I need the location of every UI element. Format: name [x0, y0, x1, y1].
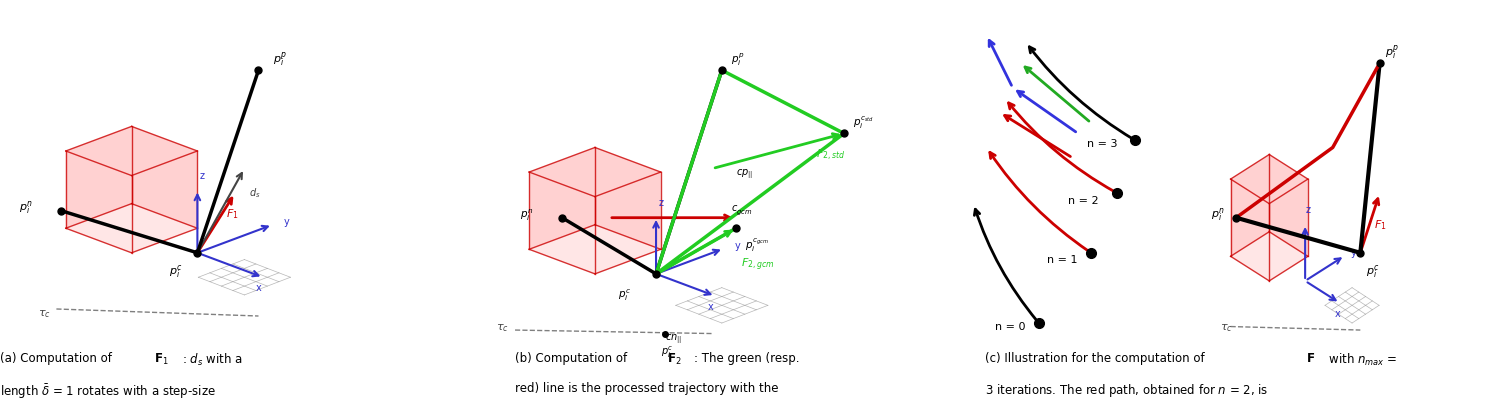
Text: $p_i^n$: $p_i^n$ [1212, 207, 1225, 223]
Text: $p_i^c$: $p_i^c$ [169, 263, 184, 280]
Text: n = 3: n = 3 [1086, 140, 1118, 150]
Text: $cp_{||}$: $cp_{||}$ [736, 168, 753, 182]
Text: y: y [1350, 248, 1356, 258]
Text: : $d_s$ with a: : $d_s$ with a [182, 352, 242, 367]
Polygon shape [66, 126, 197, 176]
Text: $F_{2,gcm}$: $F_{2,gcm}$ [740, 256, 774, 273]
Text: $\tau_c$: $\tau_c$ [497, 322, 509, 334]
Text: n = 1: n = 1 [1047, 255, 1077, 265]
Text: $\mathbf{F}$: $\mathbf{F}$ [1306, 352, 1314, 365]
Polygon shape [530, 148, 595, 249]
Text: x: x [707, 302, 713, 312]
Text: $cn_{||}$: $cn_{||}$ [665, 333, 683, 346]
Text: (c) Illustration for the computation of: (c) Illustration for the computation of [985, 352, 1209, 365]
Text: $\tau_c$: $\tau_c$ [37, 308, 51, 320]
Text: red) line is the processed trajectory with the: red) line is the processed trajectory wi… [515, 382, 779, 395]
Text: z: z [200, 171, 204, 181]
Text: $F_1$: $F_1$ [225, 208, 239, 221]
Polygon shape [1270, 154, 1308, 256]
Text: $p_i^c$: $p_i^c$ [661, 344, 673, 359]
Polygon shape [1270, 179, 1308, 281]
Text: n = 2: n = 2 [1068, 196, 1098, 205]
Polygon shape [66, 126, 131, 228]
Polygon shape [131, 126, 197, 228]
Polygon shape [1231, 179, 1270, 281]
Text: $p_i^n$: $p_i^n$ [19, 200, 33, 217]
Text: : The green (resp.: : The green (resp. [694, 352, 800, 365]
Text: $p_i^p$: $p_i^p$ [273, 51, 286, 69]
Text: $\mathbf{F}_1$: $\mathbf{F}_1$ [154, 352, 169, 367]
Text: (a) Computation of: (a) Computation of [0, 352, 115, 365]
Text: $c_{gcm}^{}$: $c_{gcm}^{}$ [731, 203, 753, 217]
Text: z: z [658, 198, 664, 208]
Text: $p_i^c$: $p_i^c$ [618, 288, 631, 304]
Polygon shape [131, 151, 197, 253]
Text: $p_i^{c_{std}}$: $p_i^{c_{std}}$ [853, 115, 874, 131]
Polygon shape [530, 148, 661, 197]
Text: x: x [1334, 309, 1340, 319]
Text: $p_i^p$: $p_i^p$ [1385, 44, 1399, 62]
Text: $F_{2,std}$: $F_{2,std}$ [816, 148, 846, 163]
Polygon shape [530, 172, 595, 274]
Text: $p_i^p$: $p_i^p$ [731, 52, 745, 68]
Text: with $n_{max}$ =: with $n_{max}$ = [1325, 352, 1398, 367]
Text: length $\bar{\delta}$ = 1 rotates with a step-size: length $\bar{\delta}$ = 1 rotates with a… [0, 382, 216, 399]
Text: $\tau_c$: $\tau_c$ [1219, 322, 1232, 334]
Text: $F_1$: $F_1$ [1374, 218, 1386, 232]
Polygon shape [1231, 154, 1308, 203]
Text: x: x [255, 283, 261, 293]
Text: y: y [283, 217, 289, 227]
Text: (b) Computation of: (b) Computation of [515, 352, 631, 365]
Polygon shape [1231, 154, 1270, 256]
Text: y: y [736, 241, 740, 251]
Polygon shape [595, 172, 661, 274]
Polygon shape [66, 151, 131, 253]
Text: 3 iterations. The red path, obtained for $n$ = 2, is: 3 iterations. The red path, obtained for… [985, 382, 1268, 399]
Text: z: z [1306, 205, 1310, 215]
Text: $p_i^{c_{gcm}}$: $p_i^{c_{gcm}}$ [746, 237, 768, 254]
Text: $d_s$: $d_s$ [249, 187, 261, 200]
Text: $p_i^n$: $p_i^n$ [519, 207, 533, 223]
Text: n = 0: n = 0 [995, 322, 1026, 332]
Text: $p_i^c$: $p_i^c$ [1365, 263, 1380, 280]
Text: $\mathbf{F}_2$: $\mathbf{F}_2$ [667, 352, 682, 367]
Polygon shape [595, 148, 661, 249]
